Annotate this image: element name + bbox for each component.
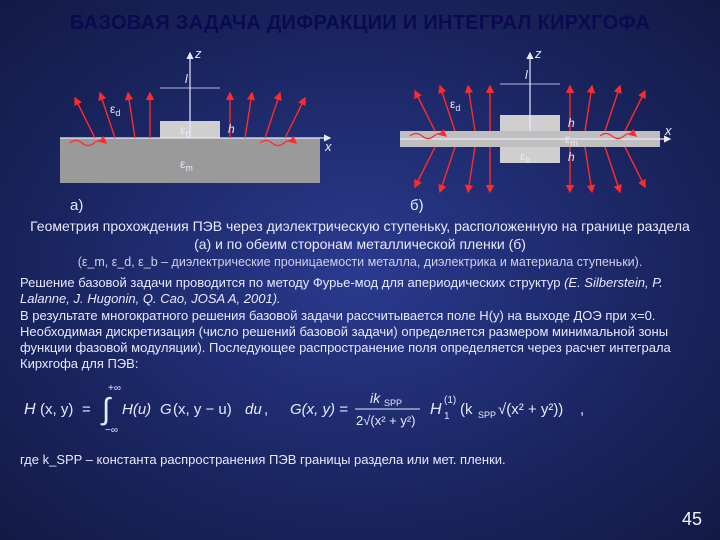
eq-Hu: H(u) [122,401,151,418]
x-label-b: x [664,123,672,138]
z-label: z [194,46,202,61]
kirchhoff-equation: H (x, y) = ∫ +∞ −∞ H(u) G (x, y − u) du … [0,373,720,448]
z-label-b: z [534,46,542,61]
fig-b-label: б) [380,193,680,216]
epsd-b: εd [450,97,460,113]
page-number: 45 [682,509,702,530]
h-bot: h [568,150,575,164]
body-paragraphs: Решение базовой задачи проводится по мет… [0,275,720,373]
figure-caption: Геометрия прохождения ПЭВ через диэлектр… [0,216,720,253]
eq-ik: ik [370,390,381,406]
fig-a-label: а) [40,193,340,216]
integral-sign: ∫ [100,393,112,426]
final-line: где k_SPP – константа распространения ПЭ… [0,448,720,467]
h-label: h [228,122,235,136]
eq-spp1: SPP [384,398,402,408]
body-p1a: Решение базовой задачи проводится по мет… [20,275,564,290]
figure-b: z x l h h εd εm εb б) [380,43,680,216]
eq-eq1: = [82,401,91,418]
diagram-a: z x l h εd εb εm [40,43,340,193]
x-label: x [324,139,332,154]
eq-H: H [24,401,36,418]
eq-c2: , [580,401,584,418]
diagram-b: z x l h h εd εm εb [380,43,680,193]
eq-one: 1 [444,411,450,422]
eq-kclose: √(x² + y²)) [498,401,563,418]
figure-a: z x l h εd εb εm а) [40,43,340,216]
eq-c1: , [264,401,268,418]
eq-H1: H [430,401,442,418]
page-title: БАЗОВАЯ ЗАДАЧА ДИФРАКЦИИ И ИНТЕГРАЛ КИРХ… [0,0,720,43]
epsd-label: εd [110,102,120,118]
eq-denom: 2√(x² + y²) [356,413,416,428]
figures-row: z x l h εd εb εm а) [0,43,720,216]
eq-Gxy: G(x, y) = [290,401,348,418]
eq-kopen: (k [460,401,473,418]
eq-G: G [160,401,172,418]
eq-spp2: SPP [478,410,496,420]
int-lo: −∞ [105,425,118,436]
eq-xy: (x, y) [40,401,73,418]
h-top: h [568,116,575,130]
eq-du: du [245,401,262,418]
l-label-b: l [525,68,528,82]
l-label: l [185,72,188,86]
eq-args: (x, y − u) [173,401,232,418]
figure-caption-sub: (ε_m, ε_d, ε_b – диэлектрические проница… [0,253,720,275]
body-p2: В результате многократного решения базов… [20,308,671,372]
int-hi: +∞ [108,383,121,394]
eq-half: (1) [444,395,456,406]
